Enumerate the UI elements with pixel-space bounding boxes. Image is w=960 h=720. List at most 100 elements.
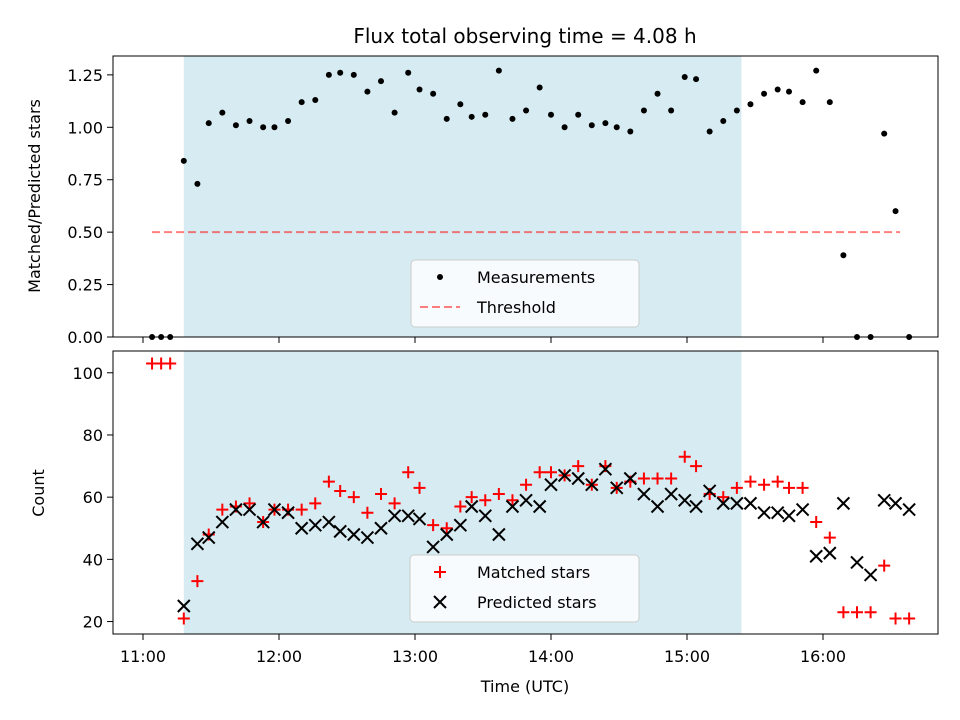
bottom-x-ticks: 11:00 12:00 13:00 14:00 15:00 16:00 <box>120 634 846 666</box>
measurement-point <box>378 78 384 85</box>
predicted-star-point <box>650 499 665 514</box>
predicted-star-point <box>190 537 205 551</box>
predicted-star-point <box>782 509 796 523</box>
top-panel: 0.00 0.25 0.50 0.75 1.00 1.25 Matched/Predict… <box>25 55 939 347</box>
y-tick-label: 100 <box>72 364 103 383</box>
matched-star-point <box>322 475 335 488</box>
measurement-point <box>799 99 806 106</box>
matched-star-point <box>771 475 784 488</box>
matched-star-point <box>427 519 440 532</box>
predicted-star-point <box>610 481 624 495</box>
predicted-star-point <box>453 518 468 532</box>
x-tick-label: 14:00 <box>528 647 574 666</box>
measurement-point <box>720 118 727 125</box>
predicted-star-point <box>177 599 191 613</box>
predicted-star-point <box>532 499 547 514</box>
measurement-point <box>312 97 319 104</box>
measurement-point <box>232 122 239 129</box>
y-tick-label: 60 <box>83 488 103 507</box>
y-tick-label: 0.50 <box>67 223 103 242</box>
predicted-star-point <box>702 484 717 498</box>
matched-star-point <box>878 559 891 572</box>
predicted-star-point <box>215 515 230 529</box>
matched-star-point <box>440 522 453 535</box>
measurement-point <box>443 115 450 122</box>
y-tick-label: 0.75 <box>67 171 103 190</box>
matched-star-point <box>730 481 743 494</box>
bottom-y-ticks: 20 40 60 80 100 <box>72 364 113 632</box>
matched-star-point <box>637 472 650 485</box>
top-points <box>149 67 913 340</box>
measurement-point <box>548 111 554 118</box>
measurement-point <box>457 101 464 108</box>
measurement-point <box>826 99 833 106</box>
measurement-point <box>588 122 595 129</box>
matched-star-point <box>810 516 823 529</box>
predicted-star-point <box>492 527 506 542</box>
y-tick-label: 1.25 <box>67 66 103 85</box>
predicted-star-point <box>664 487 678 501</box>
measurement-point <box>509 115 516 122</box>
predicted-star-point <box>557 468 572 483</box>
predicted-star-point <box>322 515 336 529</box>
measurement-point <box>747 101 754 108</box>
matched-star-point <box>216 503 229 516</box>
predicted-star-point <box>902 502 916 517</box>
matched-star-point <box>520 478 533 491</box>
matched-star-point <box>651 472 664 485</box>
predicted-star-point <box>387 509 402 523</box>
predicted-star-point <box>809 549 823 563</box>
predicted-star-point <box>544 478 558 492</box>
measurement-point <box>337 69 344 76</box>
matched-star-point <box>375 488 387 501</box>
chart-title: Flux total observing time = 4.08 h <box>353 24 696 48</box>
predicted-star-point <box>401 509 415 523</box>
predicted-star-point <box>585 478 599 492</box>
matched-star-point <box>545 466 557 479</box>
predicted-star-point <box>823 546 837 560</box>
predicted-star-point <box>360 530 375 545</box>
predicted-legend-marker <box>433 595 447 609</box>
measurement-point <box>881 130 888 137</box>
predicted-star-point <box>743 496 758 511</box>
measurement-point <box>271 124 278 131</box>
matched-star-point <box>506 494 519 507</box>
matched-star-point <box>309 497 322 510</box>
predicted-star-point <box>333 524 347 539</box>
measurement-point <box>613 124 620 131</box>
predicted-star-point <box>863 568 878 582</box>
measurement-point <box>681 73 688 80</box>
predicted-star-point <box>426 540 440 554</box>
matched-star-point <box>454 500 467 513</box>
y-tick-label: 0.25 <box>67 276 103 295</box>
measurement-point <box>219 109 226 116</box>
matched-star-point <box>903 612 916 625</box>
predicted-star-point <box>505 499 520 514</box>
measurement-point <box>180 157 187 164</box>
predicted-star-point <box>242 502 257 517</box>
matched-star-point <box>851 606 863 619</box>
measurement-point <box>774 86 781 93</box>
y-tick-label: 20 <box>83 613 103 632</box>
bottom-points <box>146 357 916 625</box>
matched-star-point <box>796 481 809 494</box>
predicted-star-point <box>637 487 651 501</box>
measurement-point <box>693 76 700 83</box>
x-tick-label: 13:00 <box>392 647 438 666</box>
measurement-point <box>523 107 530 114</box>
measurement-point <box>246 118 253 125</box>
predicted-star-point <box>888 496 903 511</box>
predicted-star-point <box>678 493 692 507</box>
predicted-star-point <box>374 521 388 535</box>
predicted-star-point <box>716 496 730 511</box>
predicted-star-point <box>308 518 322 532</box>
x-axis-label: Time (UTC) <box>480 677 569 696</box>
measurement-point <box>405 69 412 76</box>
matched-star-point <box>492 488 505 501</box>
measurement-point <box>205 120 212 127</box>
predicted-star-point <box>202 530 216 545</box>
top-x-ticks <box>142 337 824 343</box>
bottom-legend: Matched stars Predicted stars <box>409 554 640 623</box>
matched-star-point <box>572 460 585 473</box>
matched-star-point <box>783 481 795 494</box>
